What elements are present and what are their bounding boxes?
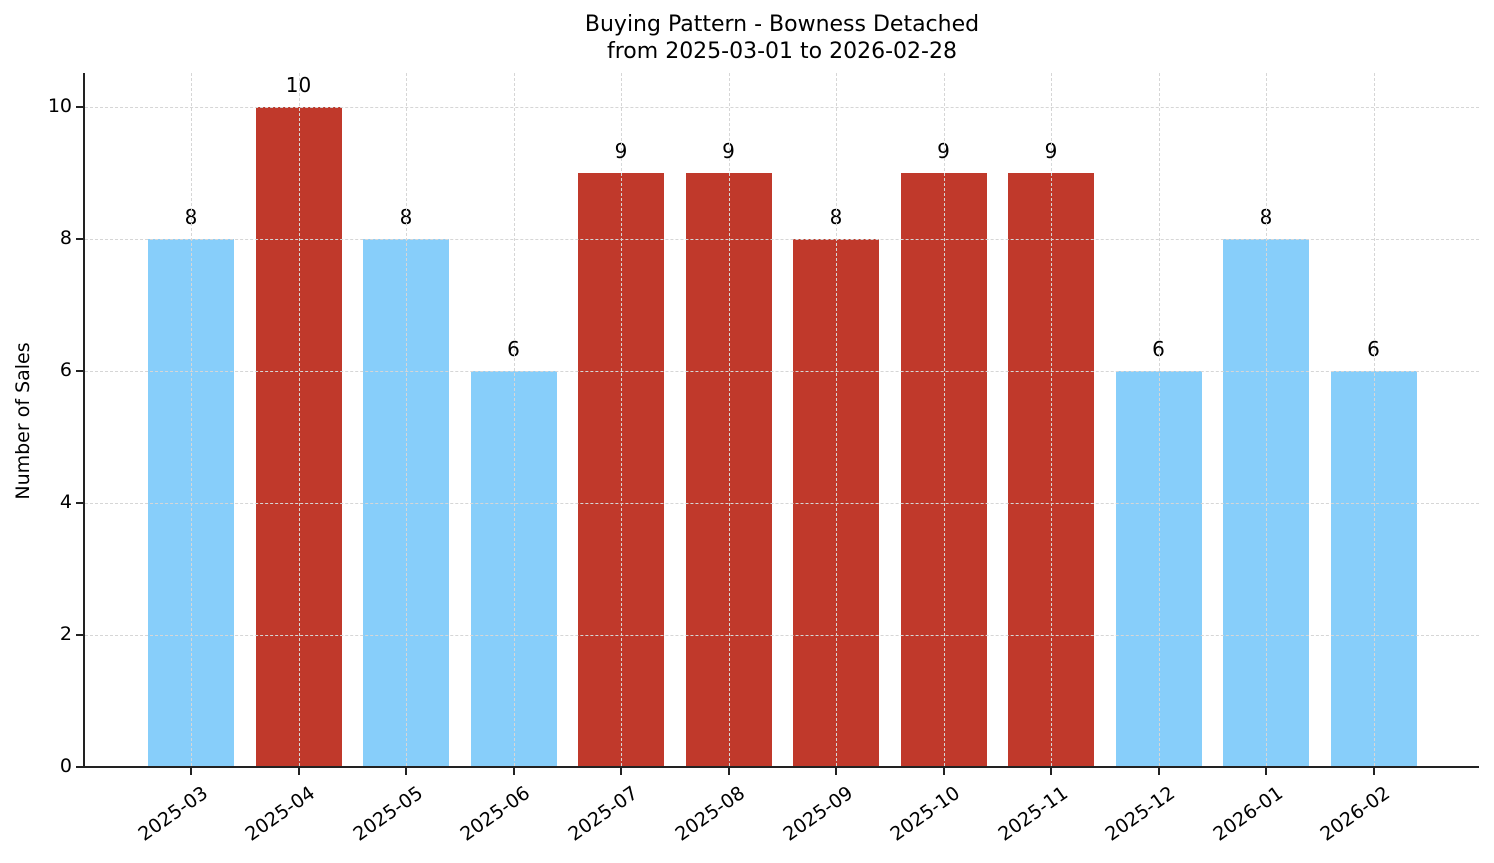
x-gridline xyxy=(836,73,837,766)
x-tick-mark xyxy=(1372,768,1375,775)
y-axis-line xyxy=(83,73,85,768)
y-gridline xyxy=(85,371,1479,372)
x-tick-mark xyxy=(405,768,407,775)
bar-value-label: 9 xyxy=(614,139,628,163)
x-gridline xyxy=(298,73,300,766)
y-tick-mark xyxy=(76,370,83,372)
x-gridline xyxy=(1373,73,1375,766)
x-tick-mark xyxy=(620,768,622,775)
bar-value-label: 8 xyxy=(399,205,413,229)
x-gridline xyxy=(406,73,407,766)
x-tick-label: 2025-07 xyxy=(563,782,642,846)
bar-value-label: 9 xyxy=(937,139,950,163)
bar-value-label: 6 xyxy=(1152,337,1165,361)
x-tick-mark xyxy=(942,768,945,775)
x-tick-label: 2026-01 xyxy=(1208,782,1287,846)
bar-value-label: 8 xyxy=(184,205,198,229)
x-tick-label: 2025-11 xyxy=(993,782,1072,846)
y-gridline xyxy=(85,635,1479,636)
bar-value-label: 6 xyxy=(507,337,520,361)
x-tick-mark xyxy=(835,768,837,775)
chart-subtitle: from 2025-03-01 to 2026-02-28 xyxy=(607,39,957,64)
y-axis-label: Number of Sales xyxy=(12,342,34,500)
y-tick-label: 6 xyxy=(59,359,72,381)
y-tick-label: 0 xyxy=(59,755,72,777)
x-tick-mark xyxy=(1050,768,1052,775)
y-gridline xyxy=(85,503,1479,504)
bar-value-label: 9 xyxy=(1044,139,1058,163)
bar-value-label: 8 xyxy=(829,205,843,229)
x-tick-label: 2025-06 xyxy=(456,782,535,846)
chart-title-main: Buying Pattern - Bowness Detached xyxy=(584,12,980,37)
y-gridline xyxy=(85,239,1479,240)
x-tick-mark xyxy=(1265,768,1267,775)
bar-value-label: 9 xyxy=(722,139,735,163)
bar-value-label: 10 xyxy=(285,73,312,97)
x-tick-label: 2025-08 xyxy=(671,782,750,846)
chart-title: Buying Pattern - Bowness Detached from 2… xyxy=(0,11,1494,65)
x-tick-label: 2025-12 xyxy=(1101,782,1180,846)
y-tick-mark xyxy=(76,238,83,240)
y-tick-label: 8 xyxy=(59,227,72,249)
x-tick-label: 2025-09 xyxy=(778,782,857,846)
x-tick-label: 2025-03 xyxy=(133,782,212,846)
y-tick-mark xyxy=(76,106,83,108)
x-gridline xyxy=(1158,73,1160,766)
x-gridline xyxy=(513,73,515,766)
x-gridline xyxy=(943,73,945,766)
bar-value-label: 6 xyxy=(1367,337,1380,361)
x-tick-label: 2026-02 xyxy=(1316,782,1395,846)
x-tick-mark xyxy=(190,768,192,775)
x-gridline xyxy=(1051,73,1052,766)
y-tick-label: 2 xyxy=(59,623,72,645)
x-gridline xyxy=(728,73,730,766)
y-tick-label: 4 xyxy=(59,491,72,513)
x-gridline xyxy=(1266,73,1267,766)
x-tick-mark xyxy=(1157,768,1160,775)
y-tick-mark xyxy=(76,766,83,768)
y-tick-mark xyxy=(76,502,83,504)
x-tick-mark xyxy=(297,768,300,775)
y-tick-label: 10 xyxy=(47,95,72,117)
x-tick-label: 2025-05 xyxy=(348,782,427,846)
x-gridline xyxy=(621,73,622,766)
y-tick-mark xyxy=(76,634,83,636)
x-axis-line xyxy=(83,766,1479,768)
x-tick-label: 2025-10 xyxy=(886,782,965,846)
x-tick-mark xyxy=(512,768,515,775)
x-gridline xyxy=(191,73,192,766)
y-gridline xyxy=(85,107,1479,108)
x-tick-label: 2025-04 xyxy=(241,782,320,846)
x-tick-mark xyxy=(727,768,730,775)
bar-value-label: 8 xyxy=(1259,205,1273,229)
